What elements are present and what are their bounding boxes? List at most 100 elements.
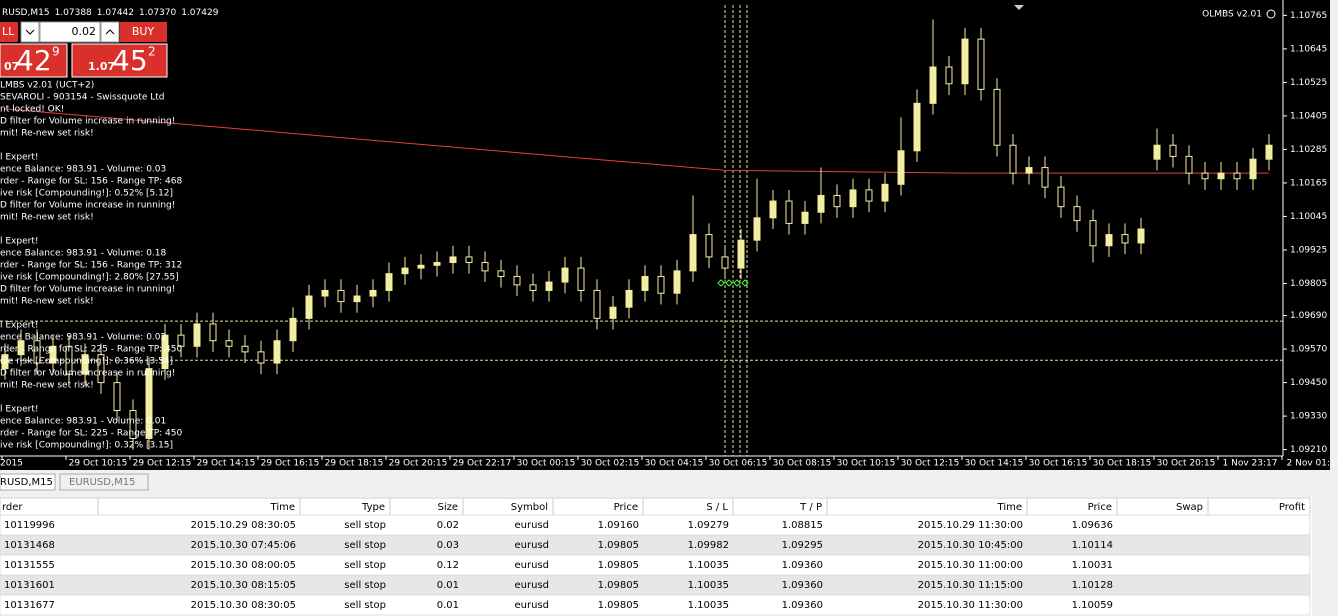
candle-body — [49, 345, 57, 364]
y-tick-label: 1.09925 — [1290, 245, 1327, 255]
candle-body — [1073, 206, 1081, 222]
smile-icon — [1266, 9, 1276, 19]
signal-marker — [733, 279, 741, 287]
log-line: mit! Re-new set risk! — [0, 381, 94, 391]
lot-value: 0.02 — [72, 25, 97, 38]
candle-body — [977, 38, 985, 90]
x-tick-label: 29 Oct 12:15 — [133, 459, 192, 469]
candle-body — [1121, 234, 1129, 244]
candle-body — [705, 234, 713, 258]
candle-body — [529, 284, 537, 291]
x-tick-label: 30 Oct 18:15 — [1093, 459, 1152, 469]
ask-box[interactable] — [71, 43, 168, 78]
table-cell: 2015.10.30 11:00:00 — [918, 560, 1023, 571]
table-cell: 10131677 — [4, 600, 55, 611]
tab[interactable] — [0, 473, 56, 491]
candle-body — [481, 262, 489, 272]
candle-body — [65, 345, 73, 375]
quote: 1.07370 — [139, 8, 176, 18]
table-row[interactable] — [0, 594, 1311, 616]
table-cell: 1.09279 — [688, 520, 729, 531]
log-line: l Expert! — [0, 321, 38, 331]
table-cell: 0.01 — [437, 600, 459, 611]
candle-body — [625, 289, 633, 308]
candle-body — [1009, 144, 1017, 174]
candle-body — [689, 234, 697, 272]
candle-body — [145, 368, 153, 439]
table-cell: 1.09360 — [782, 560, 823, 571]
table-cell: 2015.10.30 07:45:06 — [191, 540, 296, 551]
chart-header: RUSD,M15 1.07388 1.07442 1.07370 1.07429 — [2, 8, 219, 18]
candle-body — [465, 256, 473, 264]
x-tick-label: 30 Oct 12:15 — [901, 459, 960, 469]
log-line: mit! Re-new set risk! — [0, 129, 94, 139]
table-cell: 2015.10.30 10:45:00 — [918, 540, 1023, 551]
candle-body — [257, 351, 265, 364]
y-tick-label: 1.09450 — [1290, 378, 1327, 388]
x-tick-label: 29 Oct 14:15 — [197, 459, 256, 469]
bid-box[interactable] — [0, 43, 68, 78]
buy-button[interactable] — [120, 22, 167, 42]
table-cell: 10131555 — [4, 560, 55, 571]
log-line: D filter for Volume increase in running! — [0, 285, 175, 295]
x-tick-label: 30 Oct 02:15 — [581, 459, 640, 469]
chevron — [25, 29, 35, 35]
buy-label: BUY — [132, 25, 155, 38]
ask-sup: 2 — [148, 45, 156, 59]
table-cell: sell stop — [344, 560, 386, 571]
candle-body — [545, 281, 553, 291]
log-line: rder - Range for SL: 156 - Range TP: 468 — [0, 177, 183, 187]
table-cell: eurusd — [515, 600, 550, 611]
column-header-label: Swap — [1176, 502, 1203, 513]
indicator-name: OLMBS v2.01 — [1202, 10, 1262, 20]
x-tick-label: 29 Oct 18:15 — [325, 459, 384, 469]
candle-body — [1217, 172, 1225, 180]
table-cell: 0.03 — [437, 540, 459, 551]
log-line: rder - Range for SL: 225 - Range TP: 450 — [0, 345, 183, 355]
table-cell: sell stop — [344, 540, 386, 551]
tab[interactable] — [59, 473, 149, 491]
column-header-label: Type — [361, 502, 385, 513]
candle-body — [81, 354, 89, 375]
table-cell: 1.09805 — [598, 540, 639, 551]
x-tick-label: 29 Oct 10:15 — [69, 459, 128, 469]
table-cell: eurusd — [515, 560, 550, 571]
candle-body — [177, 334, 185, 347]
column-header-label: Time — [997, 502, 1022, 513]
lot-down[interactable] — [20, 21, 40, 43]
table-cell: 1.10035 — [688, 580, 729, 591]
table-cell: 1.09636 — [1072, 520, 1113, 531]
candle-body — [193, 323, 201, 347]
log-line: ence Balance: 983.91 - Volume: 0.03 — [0, 165, 166, 175]
sell-button[interactable] — [0, 22, 18, 42]
log-line: D filter for Volume increase in running! — [0, 117, 175, 127]
lot-up[interactable] — [100, 21, 120, 43]
table-cell: 1.09160 — [598, 520, 639, 531]
candle-body — [865, 189, 873, 202]
candle-body — [385, 273, 393, 291]
scrollbar[interactable] — [1330, 0, 1338, 616]
column-header-label: rder — [2, 502, 23, 513]
bid-sup: 9 — [52, 45, 60, 59]
order-lines — [724, 5, 748, 456]
candle-body — [913, 102, 921, 152]
x-tick-label: 30 Oct 14:15 — [965, 459, 1024, 469]
lot-input[interactable] — [39, 21, 101, 43]
bid-big: 42 — [16, 44, 52, 77]
candle-body — [961, 38, 969, 85]
y-tick-label: 1.10405 — [1290, 111, 1327, 121]
table-cell: 1.09360 — [782, 600, 823, 611]
log-line: LMBS v2.01 (UCT+2) — [0, 81, 94, 91]
candle-body — [753, 217, 761, 241]
signal-marker — [741, 279, 749, 287]
candle-body — [209, 323, 217, 342]
candle-body — [1, 354, 9, 370]
candle-body — [769, 200, 777, 219]
table-cell: 1.10035 — [688, 600, 729, 611]
candle-body — [305, 295, 313, 319]
candle-body — [225, 340, 233, 347]
candle-body — [289, 317, 297, 342]
table-cell: sell stop — [344, 520, 386, 531]
log-line: l Expert! — [0, 153, 38, 163]
quote: 1.07429 — [181, 8, 218, 18]
